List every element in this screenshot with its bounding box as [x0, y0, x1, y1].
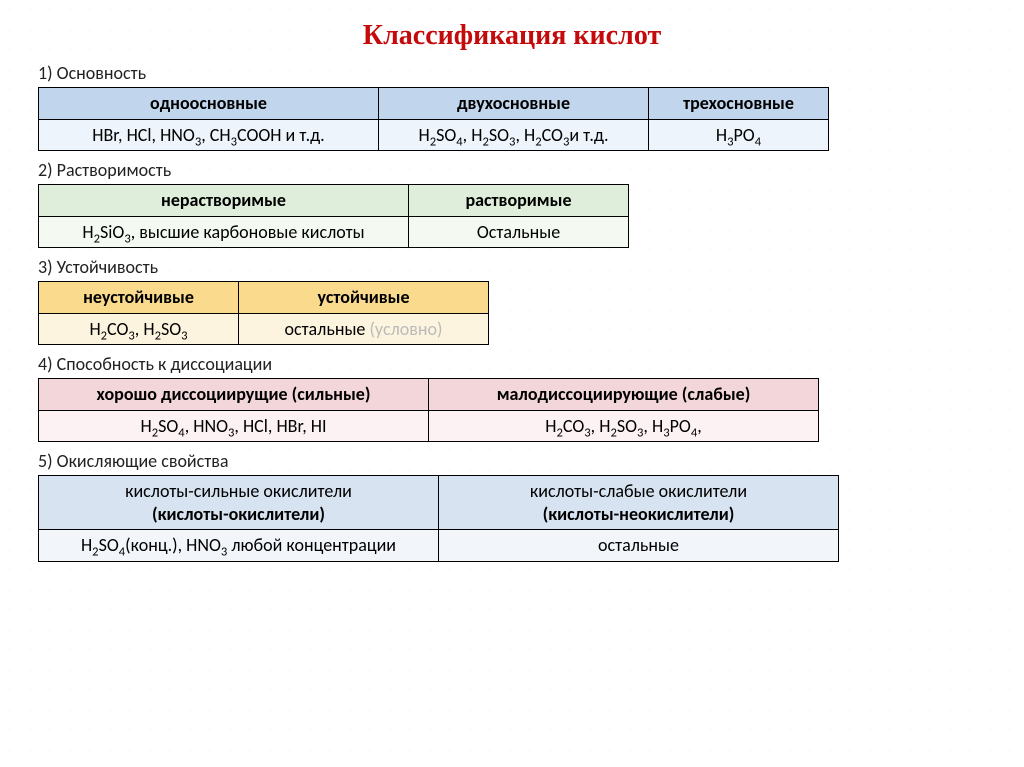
- s1-r0c2: H3PO4: [649, 119, 829, 151]
- s3-h1: устойчивые: [239, 282, 489, 314]
- section5-label: 5) Окисляющие свойства: [38, 450, 994, 472]
- s3-h0: неустойчивые: [39, 282, 239, 314]
- table-oxidizing: кислоты-сильные окислители (кислоты-окис…: [38, 475, 839, 562]
- s5-h0-line2: (кислоты-окислители): [152, 503, 325, 525]
- s5-h1-line1: кислоты-слабые окислители: [530, 480, 747, 502]
- page-title: Классификация кислот: [30, 20, 994, 52]
- s4-r0c1: H2CO3, H2SO3, H3PO4,: [429, 410, 819, 442]
- s1-r0c0: HBr, HCl, HNO3, CH3COOH и т.д.: [39, 119, 379, 151]
- s4-h0: хорошо диссоциирущие (сильные): [39, 379, 429, 411]
- s1-h0: одноосновные: [39, 88, 379, 120]
- s4-r0c0: H2SO4, HNO3, HCl, HBr, HI: [39, 410, 429, 442]
- s2-r0c1: Остальные: [409, 216, 629, 248]
- s3-r0c0: H2CO3, H2SO3: [39, 313, 239, 345]
- table-basicity: одноосновные двухосновные трехосновные H…: [38, 87, 829, 151]
- s1-r0c1: H2SO4, H2SO3, H2CO3и т.д.: [379, 119, 649, 151]
- s1-h1: двухосновные: [379, 88, 649, 120]
- table-solubility: нерастворимые растворимые H2SiO3, высшие…: [38, 184, 629, 248]
- s5-r0c1: остальные: [439, 530, 839, 562]
- s3-r0c1-main: остальные: [284, 318, 369, 340]
- s5-h1-line2: (кислоты-неокислители): [543, 503, 735, 525]
- s2-r0c0: H2SiO3, высшие карбоновые кислоты: [39, 216, 409, 248]
- s4-h1: малодиссоциирующие (слабые): [429, 379, 819, 411]
- table-stability: неустойчивые устойчивые H2CO3, H2SO3 ост…: [38, 281, 489, 345]
- section2-label: 2) Растворимость: [38, 159, 994, 181]
- section3-label: 3) Устойчивость: [38, 256, 994, 278]
- table-dissociation: хорошо диссоциирущие (сильные) малодиссо…: [38, 378, 819, 442]
- s3-r0c1: остальные (условно): [239, 313, 489, 345]
- s5-h0: кислоты-сильные окислители (кислоты-окис…: [39, 476, 439, 530]
- s5-r0c0: H2SO4(конц.), HNO3 любой концентрации: [39, 530, 439, 562]
- section4-label: 4) Способность к диссоциации: [38, 353, 994, 375]
- s1-h2: трехосновные: [649, 88, 829, 120]
- s2-h0: нерастворимые: [39, 185, 409, 217]
- s2-h1: растворимые: [409, 185, 629, 217]
- section1-label: 1) Основность: [38, 62, 994, 84]
- s5-h1: кислоты-слабые окислители (кислоты-неоки…: [439, 476, 839, 530]
- s5-h0-line1: кислоты-сильные окислители: [125, 480, 352, 502]
- s3-r0c1-faint: (условно): [369, 318, 442, 340]
